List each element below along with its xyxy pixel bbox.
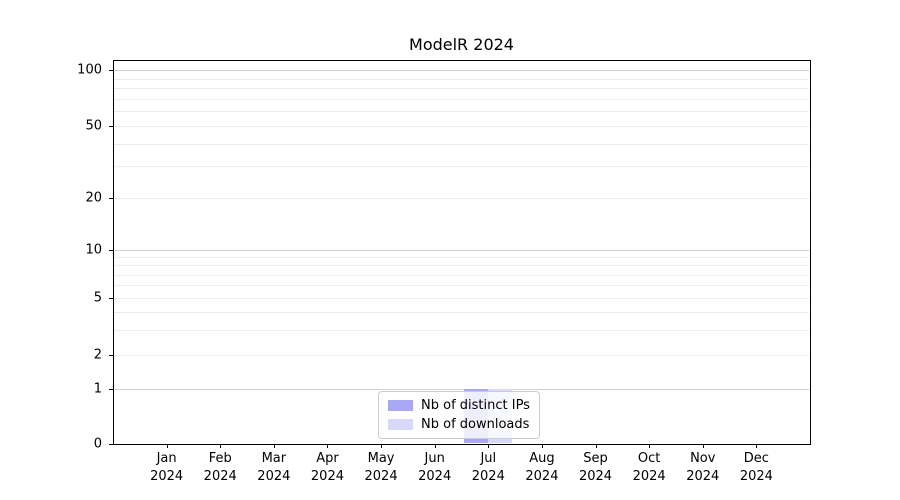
x-tick-month: Dec xyxy=(743,451,769,466)
x-tick-mark xyxy=(756,444,758,448)
x-tick-year: 2024 xyxy=(257,468,291,484)
x-tick-month: Jul xyxy=(480,451,497,466)
minor-gridline xyxy=(114,285,809,287)
minor-gridline xyxy=(114,265,809,267)
y-tick-label: 2 xyxy=(93,347,102,363)
minor-gridline xyxy=(114,257,809,259)
x-tick-label: Jun 2024 xyxy=(403,450,467,485)
x-tick-year: 2024 xyxy=(310,468,344,484)
x-tick-month: Nov xyxy=(690,451,716,466)
x-tick-label: Nov 2024 xyxy=(671,450,735,485)
x-tick-label: Apr 2024 xyxy=(295,450,359,485)
x-tick-label: Feb 2024 xyxy=(188,450,252,485)
x-tick-label: Jan 2024 xyxy=(135,450,199,485)
legend: Nb of distinct IPs Nb of downloads xyxy=(378,391,540,439)
x-tick-year: 2024 xyxy=(203,468,237,484)
y-tick-mark xyxy=(109,298,113,299)
y-tick-label: 50 xyxy=(85,118,102,134)
x-tick-label: Mar 2024 xyxy=(242,450,306,485)
y-tick-label: 10 xyxy=(85,242,102,258)
legend-swatch-icon xyxy=(388,419,413,430)
x-tick-month: Oct xyxy=(637,451,661,466)
x-tick-month: Jun xyxy=(424,451,445,466)
minor-gridline xyxy=(114,274,809,276)
x-tick-label: Jul 2024 xyxy=(456,450,520,485)
legend-row: Nb of distinct IPs xyxy=(388,397,530,414)
minor-gridline xyxy=(114,78,809,80)
y-gridline xyxy=(114,198,809,199)
x-tick-year: 2024 xyxy=(150,468,184,484)
y-tick-mark xyxy=(109,250,113,251)
minor-gridline xyxy=(114,143,809,145)
x-tick-month: Feb xyxy=(208,451,232,466)
y-tick-label: 20 xyxy=(85,190,102,206)
y-gridline xyxy=(114,70,809,71)
legend-row: Nb of downloads xyxy=(388,416,530,433)
x-tick-month: Aug xyxy=(529,451,555,466)
y-tick-mark xyxy=(109,355,113,356)
x-tick-mark xyxy=(702,444,704,448)
y-tick-label: 1 xyxy=(93,381,102,397)
y-tick-mark xyxy=(109,389,113,390)
x-tick-label: Oct 2024 xyxy=(617,450,681,485)
x-tick-month: Apr xyxy=(316,451,339,466)
y-tick-mark xyxy=(109,198,113,199)
x-tick-month: Jan xyxy=(156,451,177,466)
y-tick-mark xyxy=(109,444,113,445)
x-tick-mark xyxy=(381,444,383,448)
chart-title: ModelR 2024 xyxy=(409,35,514,54)
x-tick-month: May xyxy=(367,451,395,466)
legend-label: Nb of downloads xyxy=(421,417,530,432)
x-tick-mark xyxy=(488,444,490,448)
x-tick-year: 2024 xyxy=(471,468,505,484)
y-gridline xyxy=(114,389,809,390)
legend-label: Nb of distinct IPs xyxy=(421,398,530,413)
x-tick-mark xyxy=(220,444,222,448)
x-tick-year: 2024 xyxy=(418,468,452,484)
y-tick-label: 100 xyxy=(77,62,102,78)
x-tick-year: 2024 xyxy=(525,468,559,484)
minor-gridline xyxy=(114,166,809,168)
x-tick-mark xyxy=(166,444,168,448)
minor-gridline xyxy=(114,111,809,113)
y-tick-label: 0 xyxy=(93,436,102,452)
x-tick-mark xyxy=(649,444,651,448)
x-tick-mark xyxy=(595,444,597,448)
x-tick-label: May 2024 xyxy=(349,450,413,485)
x-tick-month: Sep xyxy=(583,451,608,466)
x-tick-label: Aug 2024 xyxy=(510,450,574,485)
x-tick-mark xyxy=(327,444,329,448)
legend-swatch-icon xyxy=(388,400,413,411)
x-tick-year: 2024 xyxy=(739,468,773,484)
minor-gridline xyxy=(114,98,809,100)
x-tick-year: 2024 xyxy=(632,468,666,484)
x-tick-mark xyxy=(541,444,543,448)
y-gridline xyxy=(114,298,809,299)
minor-gridline xyxy=(114,88,809,90)
x-tick-year: 2024 xyxy=(364,468,398,484)
y-tick-mark xyxy=(109,70,113,71)
y-gridline xyxy=(114,250,809,251)
y-tick-label: 5 xyxy=(93,290,102,306)
y-gridline xyxy=(114,355,809,356)
x-tick-label: Dec 2024 xyxy=(724,450,788,485)
x-tick-year: 2024 xyxy=(686,468,720,484)
x-tick-month: Mar xyxy=(261,451,287,466)
x-tick-mark xyxy=(273,444,275,448)
plot-area xyxy=(113,60,811,445)
minor-gridline xyxy=(114,329,809,331)
x-tick-year: 2024 xyxy=(578,468,613,484)
minor-gridline xyxy=(114,311,809,313)
x-tick-mark xyxy=(434,444,436,448)
y-gridline xyxy=(114,126,809,127)
y-tick-mark xyxy=(109,126,113,127)
x-tick-label: Sep 2024 xyxy=(564,450,628,485)
